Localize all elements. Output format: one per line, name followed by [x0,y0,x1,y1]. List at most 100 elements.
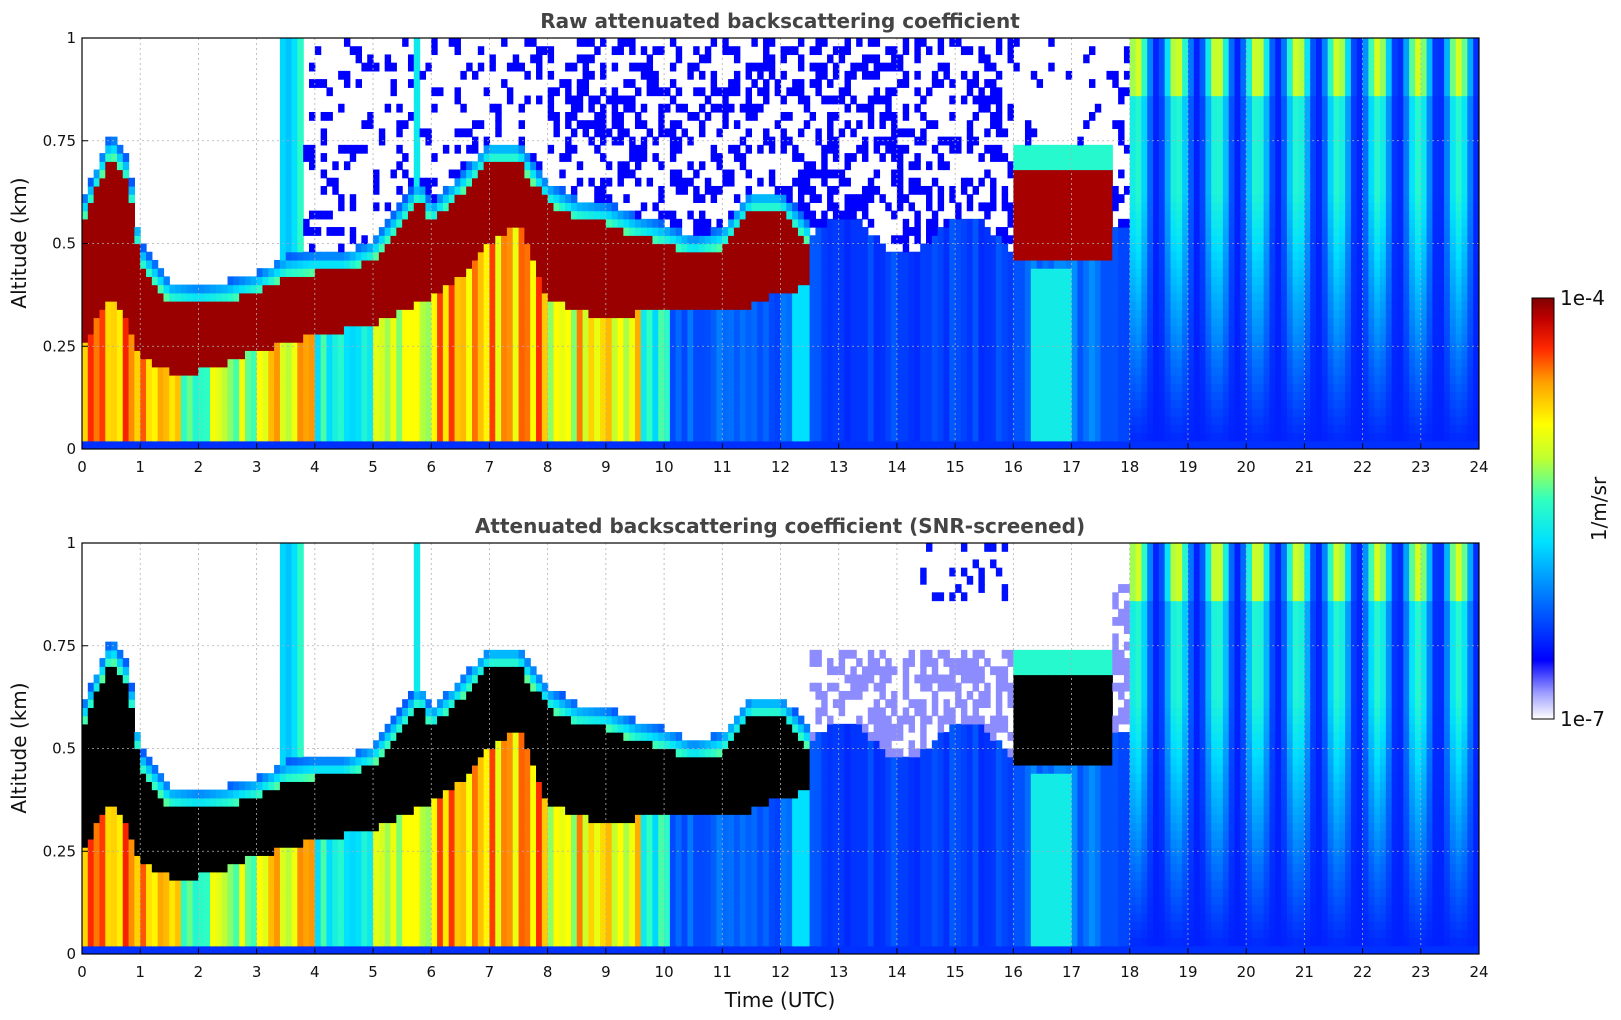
heatmap-cell [477,194,485,203]
heatmap-cell [611,325,619,335]
heatmap-cell [378,407,386,417]
heatmap-cell [722,317,729,327]
heatmap-cell [210,358,217,368]
heatmap-cell [634,358,642,368]
heatmap-cell [920,416,927,425]
heatmap-cell [192,416,200,425]
heatmap-cell [198,424,205,434]
heatmap-cell [355,391,362,401]
heatmap-cell [815,169,822,179]
heatmap-cell [780,325,787,335]
heatmap-cell [105,235,112,245]
heatmap-cell [367,440,374,449]
heatmap-cell [489,169,496,179]
heatmap-cell [931,309,939,319]
heatmap-cell [914,440,921,449]
heatmap-cell [565,292,572,302]
heatmap-cell [472,358,479,368]
heatmap-cell [588,440,595,449]
heatmap-cell [239,317,246,327]
heatmap-cell [343,38,351,47]
heatmap-cell [466,416,473,425]
heatmap-cell [326,366,333,376]
heatmap-cell [809,383,817,393]
heatmap-cell [856,309,863,319]
heatmap-cell [332,227,339,236]
heatmap-cell [763,38,770,47]
heatmap-cell [646,268,654,277]
heatmap-cell [669,301,677,310]
heatmap-cell [285,185,293,195]
heatmap-cell [920,358,927,368]
heatmap-cell [279,38,287,47]
heatmap-cell [489,243,496,253]
heatmap-cell [634,227,642,236]
heatmap-cell [745,103,752,113]
heatmap-cell [530,407,537,417]
heatmap-cell [652,70,659,80]
heatmap-cell [815,358,822,368]
heatmap-cell [448,194,456,203]
heatmap-cell [466,432,473,442]
heatmap-cell [838,383,846,393]
heatmap-cell [594,424,601,434]
backscatter-heatmap [82,38,1479,449]
heatmap-cell [140,416,147,425]
heatmap-cell [768,62,776,72]
heatmap-cell [536,399,543,409]
heatmap-cell [739,243,747,253]
heatmap-cell [460,399,467,409]
heatmap-cell [681,268,688,277]
heatmap-cell [279,87,287,97]
heatmap-cell [565,243,572,253]
heatmap-cell [582,210,590,220]
heatmap-cell [646,70,654,80]
heatmap-cell [297,210,304,220]
heatmap-cell [815,399,822,409]
heatmap-cell [297,284,304,294]
heatmap-cell [541,424,549,434]
heatmap-cell [448,333,456,343]
heatmap-cell [786,268,793,277]
heatmap-cell [669,284,677,294]
heatmap-cell [291,194,298,203]
heatmap-cell [466,309,473,319]
heatmap-cell [93,333,101,343]
heatmap-cell [285,169,293,179]
heatmap-cell [256,276,264,286]
heatmap-cell [827,383,834,393]
raw-backscatter-panel: Raw attenuated backscattering coefficien… [7,9,1489,476]
heatmap-cell [413,416,421,425]
heatmap-cell [198,375,205,384]
heatmap-cell [896,292,904,302]
heatmap-cell [629,210,636,220]
heatmap-cell [134,227,141,236]
heatmap-cell [722,227,729,236]
heatmap-cell [832,259,840,269]
heatmap-cell [512,169,520,179]
heatmap-cell [361,407,368,417]
heatmap-cell [669,95,677,105]
heatmap-cell [122,243,130,253]
heatmap-cell [704,309,712,319]
heatmap-cell [93,194,101,203]
heatmap-cell [821,342,828,351]
heatmap-cell [815,276,822,286]
heatmap-cell [838,333,846,343]
heatmap-cell [652,153,659,162]
heatmap-cell [634,276,642,286]
heatmap-cell [827,111,834,121]
heatmap-cell [600,103,607,113]
heatmap-cell [908,177,915,187]
heatmap-cell [163,432,170,442]
heatmap-cell [547,375,555,384]
heatmap-cell [530,185,537,195]
heatmap-cell [384,424,392,434]
heatmap-cell [431,383,438,393]
heatmap-cell [699,268,706,277]
heatmap-cell [704,235,712,245]
heatmap-cell [355,243,362,253]
heatmap-cell [611,301,619,310]
heatmap-cell [611,276,619,286]
heatmap-cell [472,366,479,376]
